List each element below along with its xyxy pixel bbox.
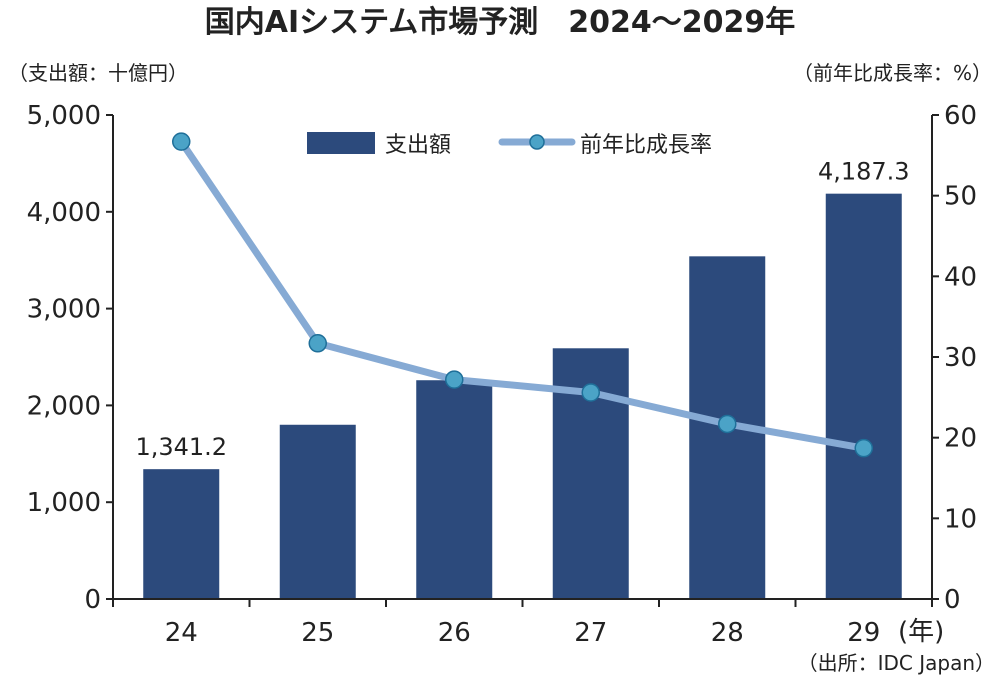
bar-24 xyxy=(143,469,220,599)
left-axis-unit-label: （支出額：十億円） xyxy=(8,61,188,85)
right-axis-unit-label: （前年比成長率：%） xyxy=(793,61,992,85)
chart-title: 国内AIシステム市場予測 2024〜2029年 xyxy=(205,5,795,40)
right-y-tick-label: 10 xyxy=(944,504,977,534)
x-tick-label: 25 xyxy=(301,618,334,648)
growth-rate-point-24 xyxy=(172,132,191,151)
x-tick-label: 28 xyxy=(711,618,744,648)
bar-26 xyxy=(416,380,493,599)
legend-bar-swatch xyxy=(307,132,375,154)
x-tick-label: 29 xyxy=(847,618,880,648)
left-y-tick-label: 1,000 xyxy=(27,488,101,518)
x-tick-label: 27 xyxy=(574,618,607,648)
axes-layer: 0 1,000 2,000 3,000 4,000 5,000 0 10 20 30 40 50 60 2… xyxy=(27,101,978,648)
bar-value-label-24: 1,341.2 xyxy=(135,433,227,461)
legend-label-spending: 支出額 xyxy=(385,133,451,158)
growth-rate-point-25 xyxy=(308,334,327,353)
growth-rate-point-27 xyxy=(581,383,600,402)
legend: 支出額 前年比成長率 xyxy=(307,132,712,158)
bar-value-label-29: 4,187.3 xyxy=(818,158,910,186)
right-y-tick-label: 30 xyxy=(944,343,977,373)
left-y-tick-label: 4,000 xyxy=(27,198,101,228)
right-y-tick-label: 50 xyxy=(944,182,977,212)
legend-line-marker xyxy=(529,134,545,150)
left-y-tick-label: 2,000 xyxy=(27,391,101,421)
right-y-tick-label: 0 xyxy=(944,585,961,615)
right-y-tick-label: 40 xyxy=(944,262,977,292)
bar-25 xyxy=(279,424,356,599)
x-axis-unit-label: (年) xyxy=(898,617,944,647)
source-label: （出所：IDC Japan） xyxy=(798,651,995,675)
growth-rate-point-26 xyxy=(445,370,464,389)
growth-line-layer xyxy=(172,132,873,458)
x-tick-label: 26 xyxy=(438,618,471,648)
right-y-tick-label: 20 xyxy=(944,424,977,454)
bar-29 xyxy=(825,193,902,599)
growth-rate-point-28 xyxy=(718,414,737,434)
labels-layer: 1,341.2 4,187.3 xyxy=(135,158,909,462)
x-tick-label: 24 xyxy=(165,618,198,648)
growth-rate-line xyxy=(177,138,868,452)
left-y-tick-label: 0 xyxy=(84,585,101,615)
left-y-tick-label: 3,000 xyxy=(27,295,101,325)
right-y-tick-label: 60 xyxy=(944,101,977,131)
left-y-tick-label: 5,000 xyxy=(27,101,101,131)
legend-label-growth-rate: 前年比成長率 xyxy=(580,133,712,158)
growth-rate-point-29 xyxy=(854,438,873,458)
